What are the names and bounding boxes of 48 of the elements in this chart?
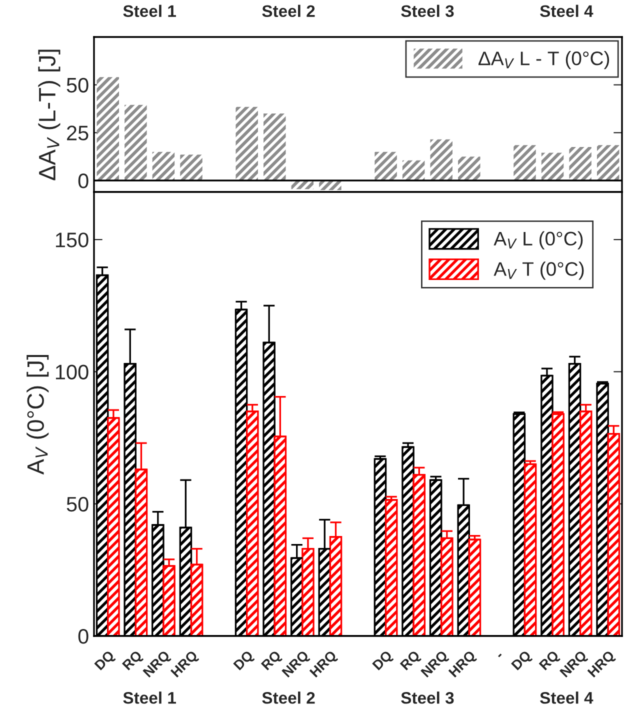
bar [162, 565, 176, 636]
bar [264, 114, 286, 181]
bar [374, 152, 397, 181]
x-tick-label: DQ [94, 650, 117, 672]
y-tick-label: 50 [66, 78, 88, 93]
bar [468, 538, 482, 636]
bar [596, 145, 620, 181]
bar [107, 417, 120, 636]
bar [514, 145, 536, 181]
bar [236, 106, 258, 181]
bar [180, 154, 202, 181]
bar [458, 156, 480, 181]
text: Steel 3 [401, 4, 454, 18]
text: Steel 3 [401, 692, 454, 704]
bar [524, 463, 537, 636]
y-tick-label: 25 [67, 126, 88, 140]
y-tick-label: 0 [78, 174, 88, 188]
text: Steel 1 [123, 692, 176, 704]
text: Steel 4 [540, 692, 594, 704]
bar [319, 180, 342, 190]
bar [430, 139, 452, 181]
bar [274, 436, 287, 636]
text: Steel 1 [123, 4, 176, 18]
bar [552, 413, 564, 636]
x-tick-label: DQ [372, 650, 394, 672]
legend-label: ΔA$_{V}$ L - T (0°C) [478, 51, 610, 70]
bar [96, 77, 120, 181]
text: Steel 2 [262, 4, 315, 18]
x-tick-label: - [498, 654, 502, 658]
x-tick-label: DQ [233, 650, 256, 672]
text: Steel 2 [262, 692, 315, 704]
y-axis-title: ΔA$_{V}$ (L-T) [J] [38, 50, 60, 180]
y-tick-label: 50 [66, 496, 88, 512]
bar [134, 468, 148, 636]
bar [569, 147, 592, 181]
y-axis-title: A$_{V}$ (0°C) [J] [26, 355, 49, 475]
y-tick-label: 150 [56, 232, 88, 248]
legend-label: A$_{V}$ T (0°C) [494, 262, 584, 280]
bar [124, 104, 147, 181]
bar [152, 152, 175, 181]
bar [402, 160, 425, 181]
bar [541, 152, 564, 181]
legend-label: A$_{V}$ L (0°C) [494, 231, 583, 250]
x-tick-label: DQ [510, 650, 534, 672]
y-tick-label: 0 [78, 629, 88, 644]
text: Steel 4 [540, 4, 594, 18]
bar [384, 499, 398, 636]
y-tick-label: 100 [56, 364, 88, 380]
